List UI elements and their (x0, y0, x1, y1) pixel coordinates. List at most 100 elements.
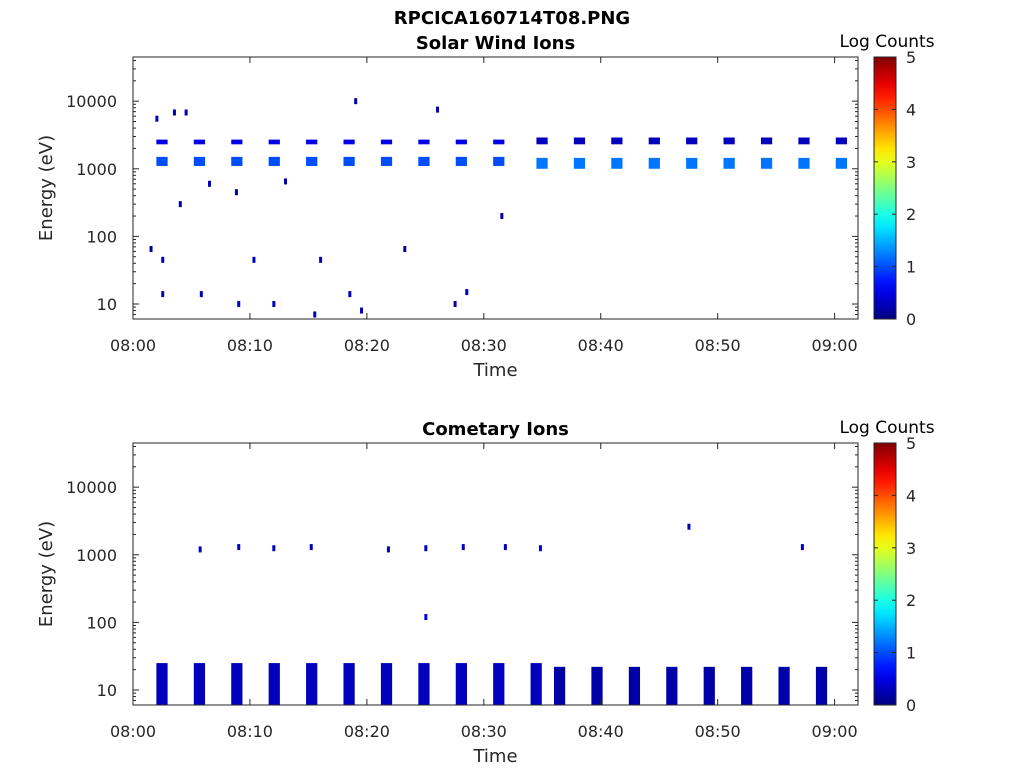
x-axis-label: Time (472, 746, 517, 767)
heatmap-cell (418, 663, 430, 705)
heatmap-cell (268, 139, 280, 145)
heatmap-cell (268, 663, 280, 705)
axes-box (132, 56, 859, 320)
heatmap-cell (193, 156, 206, 166)
x-tick-label: 08:00 (110, 722, 156, 741)
heatmap-point (348, 291, 352, 298)
y-tick-label: 1000 (76, 546, 117, 565)
panel-title: Cometary Ions (422, 419, 569, 440)
y-tick-label: 10 (97, 295, 117, 314)
x-tick-label: 08:30 (461, 722, 507, 741)
heatmap-point (386, 546, 390, 553)
heatmap-cell (268, 156, 280, 166)
heatmap-cell (686, 137, 698, 145)
heatmap-point (461, 544, 465, 551)
heatmap-point (360, 307, 364, 314)
heatmap-cell (156, 156, 168, 166)
heatmap-cell (380, 663, 393, 705)
heatmap-cell (306, 663, 318, 705)
heatmap-point (284, 178, 288, 185)
colorbar-tick-label: 3 (906, 153, 916, 172)
x-tick-label: 08:40 (578, 722, 624, 741)
heatmap-point (272, 301, 276, 308)
x-tick-label: 08:20 (344, 722, 390, 741)
colorbar (873, 56, 897, 320)
heatmap-cell (835, 137, 848, 145)
colorbar-tick-label: 3 (906, 539, 916, 558)
heatmap-point (184, 109, 188, 116)
heatmap-point (503, 544, 507, 551)
x-tick-label: 08:30 (461, 336, 507, 355)
y-tick-label: 10000 (66, 478, 117, 497)
y-tick-label: 10 (97, 681, 117, 700)
heatmap-cell (686, 157, 698, 169)
heatmap-cell (231, 156, 243, 166)
colorbar-tick-label: 1 (906, 258, 916, 277)
x-tick-label: 08:40 (578, 336, 624, 355)
x-tick-label: 08:00 (110, 336, 156, 355)
heatmap-cell (493, 139, 505, 145)
colorbar (873, 442, 897, 706)
heatmap-cell (611, 137, 623, 145)
heatmap-cell (418, 156, 430, 166)
x-tick-label: 08:50 (695, 722, 741, 741)
heatmap-point (424, 614, 428, 621)
heatmap-point (500, 213, 504, 220)
heatmap-cell (798, 157, 810, 169)
heatmap-cell (611, 157, 623, 169)
x-tick-label: 08:20 (344, 336, 390, 355)
heatmap-cell (231, 663, 243, 705)
heatmap-cell (591, 666, 603, 705)
heatmap-cell (666, 666, 678, 705)
heatmap-cell (573, 157, 586, 169)
heatmap-cell (306, 139, 318, 145)
heatmap-point (424, 545, 428, 552)
heatmap-cell (493, 156, 505, 166)
colorbar-tick-label: 4 (906, 486, 916, 505)
colorbar-tick-label: 2 (906, 205, 916, 224)
colorbar-tick-label: 5 (906, 48, 916, 67)
colorbar-tick-label: 0 (906, 696, 916, 715)
x-tick-label: 08:10 (227, 336, 273, 355)
heatmap-point (149, 246, 153, 253)
heatmap-cell (573, 137, 586, 145)
heatmap-point (436, 106, 440, 113)
y-tick-label: 10000 (66, 92, 117, 111)
colorbar-tick-label: 1 (906, 644, 916, 663)
heatmap-point (237, 301, 241, 308)
heatmap-cell (723, 137, 735, 145)
heatmap-point (800, 544, 804, 551)
heatmap-cell (343, 663, 355, 705)
heatmap-point (172, 109, 176, 116)
heatmap-point (155, 115, 159, 122)
plot-area (133, 57, 858, 319)
heatmap-point (234, 189, 238, 196)
heatmap-cell (530, 663, 542, 705)
heatmap-point (199, 291, 203, 298)
heatmap-cell (741, 666, 753, 705)
colorbar-tick-label: 5 (906, 434, 916, 453)
y-axis-label: Energy (eV) (36, 135, 57, 241)
heatmap-cell (455, 139, 467, 145)
plot-area (133, 443, 858, 705)
heatmap-point (465, 289, 469, 296)
data-layer (149, 98, 848, 318)
heatmap-point (272, 545, 276, 552)
colorbar-tick-label: 2 (906, 591, 916, 610)
heatmap-cell (455, 663, 467, 705)
heatmap-cell (156, 663, 168, 705)
heatmap-cell (418, 139, 430, 145)
heatmap-cell (156, 139, 168, 145)
colorbar-tick-label: 0 (906, 310, 916, 329)
heatmap-cell (798, 137, 810, 145)
heatmap-cell (628, 666, 641, 705)
heatmap-cell (193, 139, 206, 145)
x-tick-label: 08:10 (227, 722, 273, 741)
heatmap-point (161, 256, 165, 263)
heatmap-cell (193, 663, 206, 705)
heatmap-point (309, 544, 313, 551)
heatmap-point (198, 546, 202, 553)
heatmap-point (453, 301, 457, 308)
x-tick-label: 09:00 (812, 722, 858, 741)
x-axis-label: Time (472, 360, 517, 381)
